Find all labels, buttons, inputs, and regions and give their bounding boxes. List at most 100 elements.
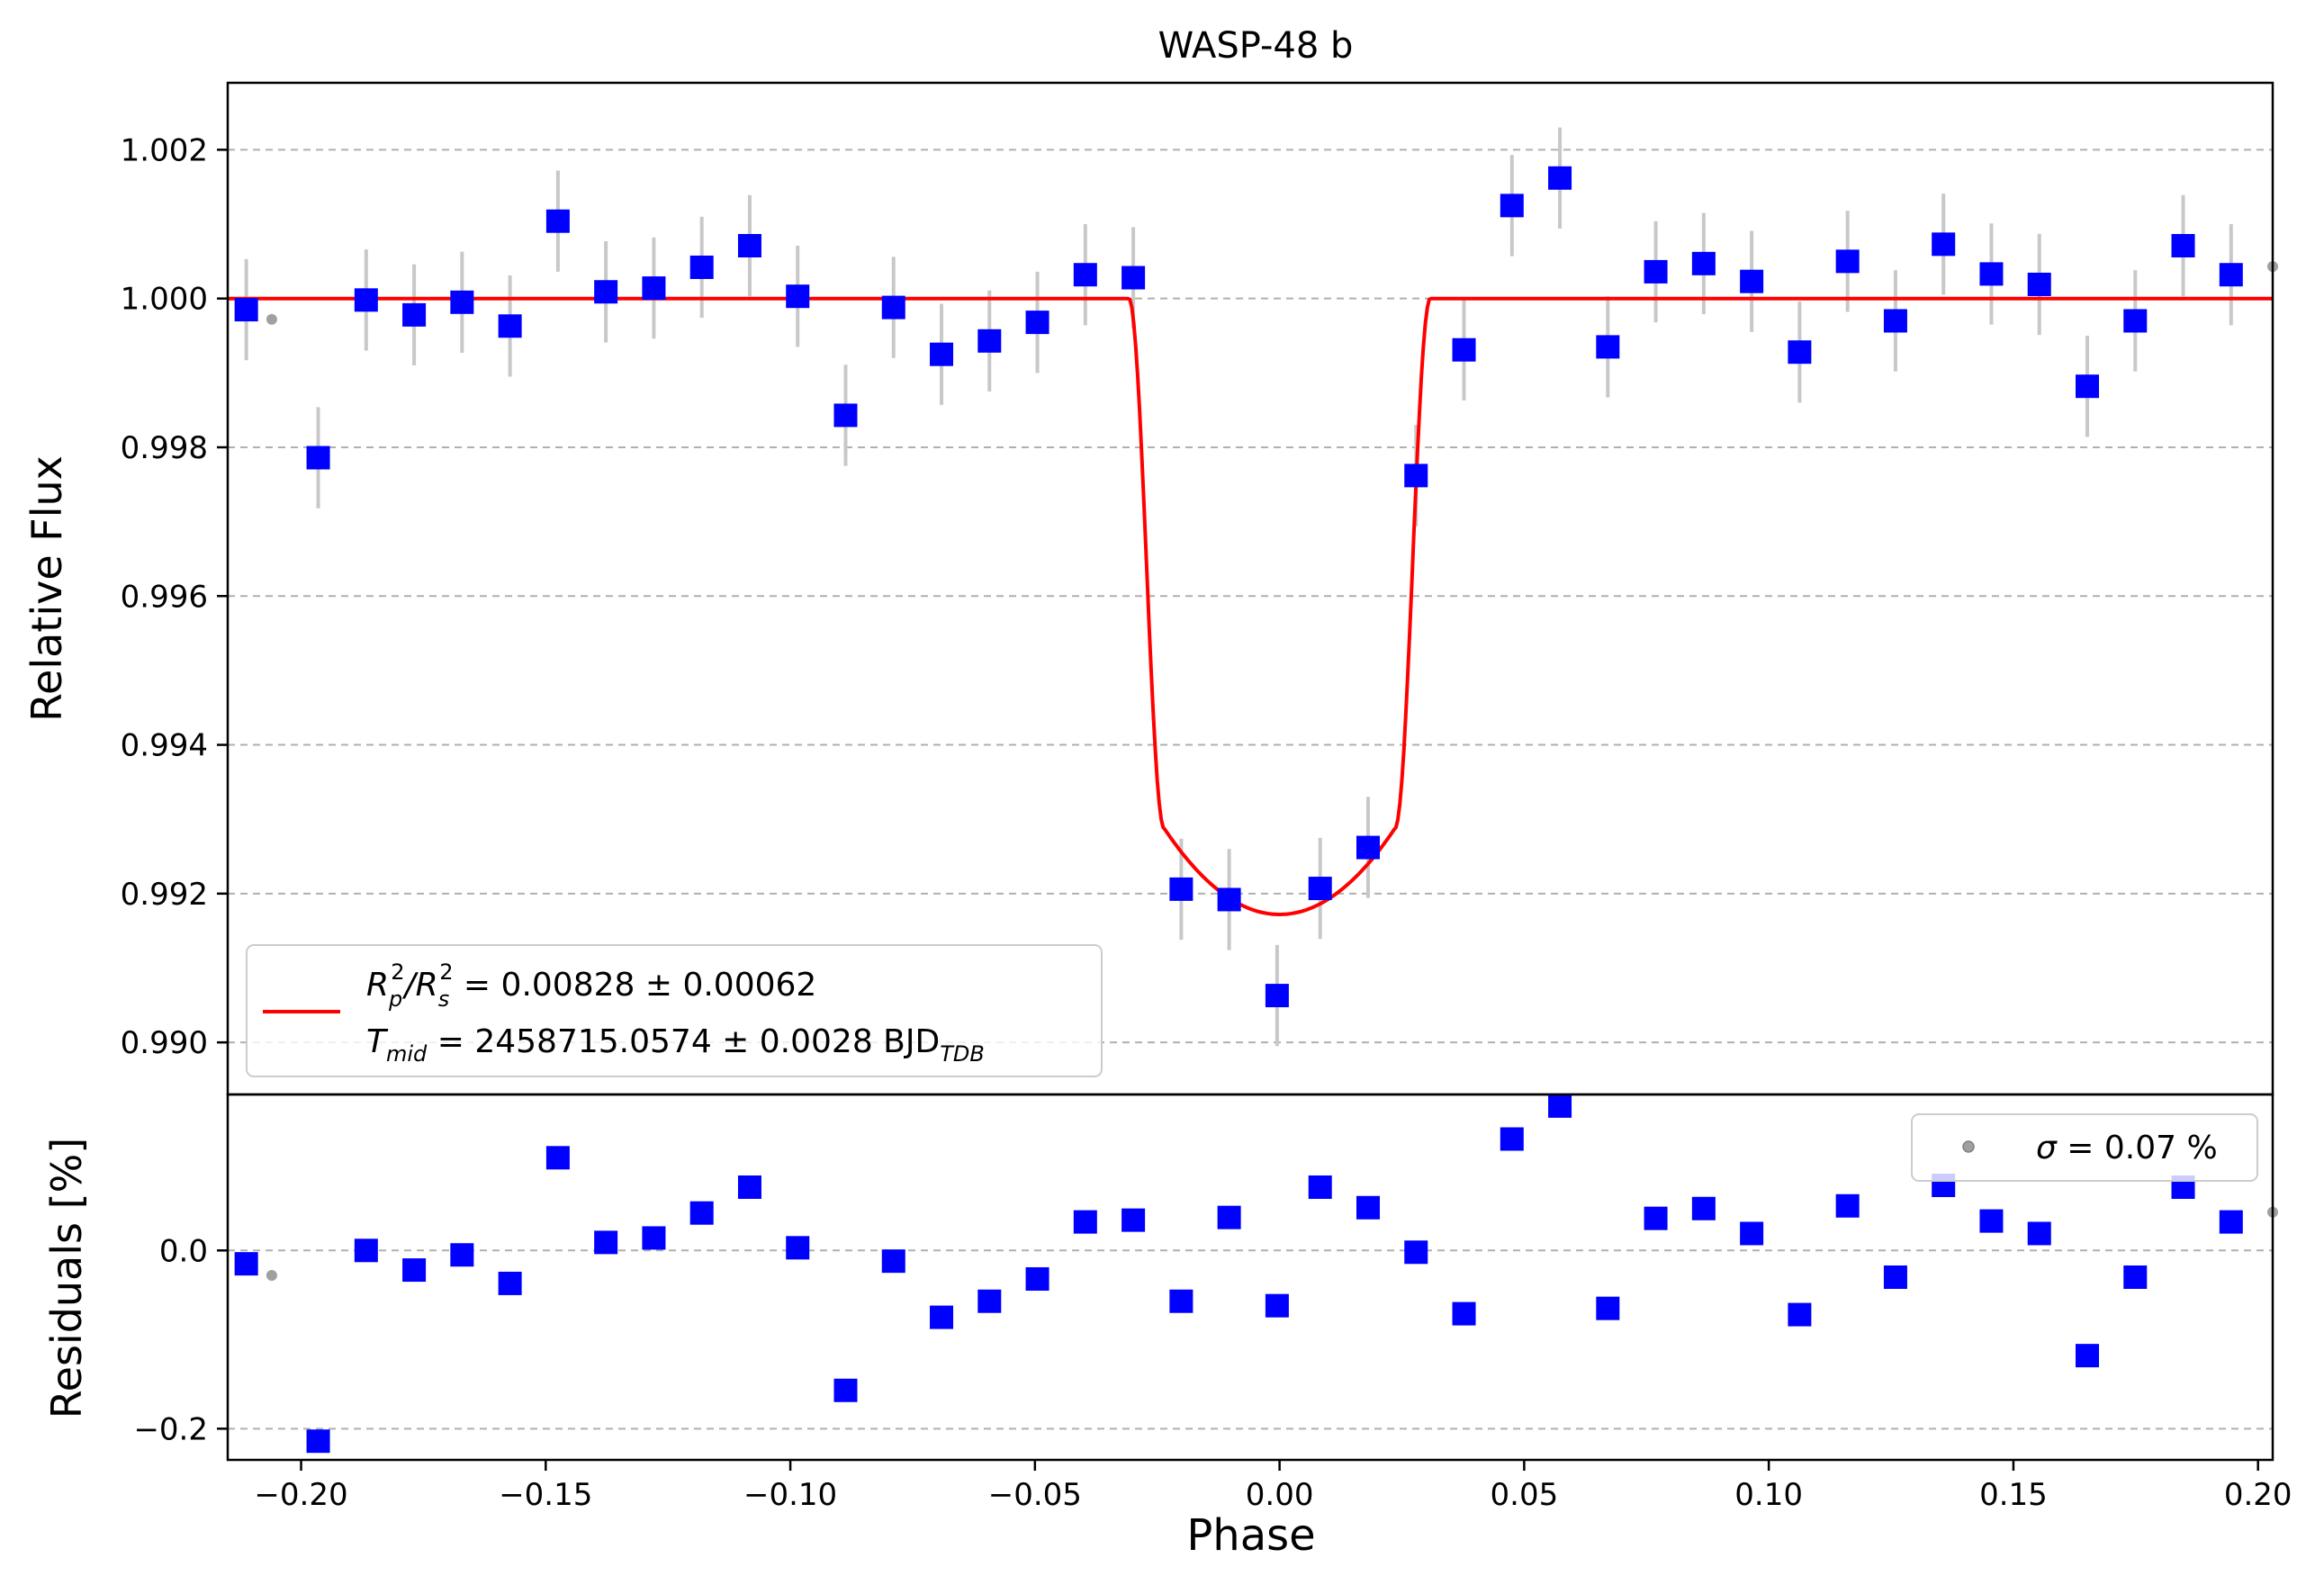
main-legend-box xyxy=(246,944,1103,1077)
binned-residual-point xyxy=(642,1226,666,1250)
main-legend-entry-radius-ratio: Rp2/Rs2 = 0.00828 ± 0.00062 xyxy=(366,959,816,1012)
binned-residual-point xyxy=(1308,1175,1332,1199)
main-y-tick-label: 0.998 xyxy=(121,430,208,466)
residuals-legend: σ = 0.07 % xyxy=(1911,1113,2258,1182)
binned-data-point xyxy=(1121,266,1146,290)
binned-residual-point xyxy=(930,1305,954,1329)
binned-data-point xyxy=(786,284,810,309)
binned-residual-point xyxy=(498,1271,522,1295)
binned-data-point xyxy=(498,314,522,338)
binned-residual-point xyxy=(2075,1344,2099,1368)
model-light-curve xyxy=(228,296,2273,916)
residuals-y-tick-label: −0.2 xyxy=(133,1411,208,1447)
binned-data-point xyxy=(1644,259,1668,284)
binned-data-point xyxy=(545,209,570,233)
binned-data-point xyxy=(1500,194,1524,218)
binned-residual-point xyxy=(594,1230,618,1255)
residuals-y-axis-label: Residuals [%] xyxy=(42,1138,91,1418)
binned-data-point xyxy=(1265,984,1289,1008)
binned-data-point xyxy=(1691,251,1716,275)
binned-data-point xyxy=(450,290,474,314)
main-y-tick-label: 0.992 xyxy=(121,877,208,913)
raw-data-point xyxy=(266,313,277,325)
binned-residual-point xyxy=(1217,1205,1241,1229)
residuals-points xyxy=(234,1094,2278,1454)
binned-data-point xyxy=(2075,374,2099,399)
binned-data-point xyxy=(1169,877,1194,901)
binned-residual-point xyxy=(786,1236,810,1260)
binned-data-point xyxy=(1788,340,1812,365)
binned-residual-point xyxy=(833,1378,858,1402)
main-y-tick-label: 0.990 xyxy=(121,1025,208,1061)
main-legend-entry-t-mid: Tmid = 2458715.0574 ± 0.0028 BJDTDB xyxy=(366,1023,985,1067)
binned-residual-point xyxy=(1835,1193,1860,1218)
binned-residual-point xyxy=(1452,1301,1476,1326)
main-legend: Rp2/Rs2 = 0.00828 ± 0.00062 Tmid = 24587… xyxy=(246,944,1103,1077)
binned-residual-point xyxy=(1596,1296,1620,1320)
binned-data-point xyxy=(1217,887,1241,912)
binned-residual-point xyxy=(1979,1209,2004,1233)
binned-data-point xyxy=(642,276,666,301)
main-y-tick-label: 1.000 xyxy=(121,282,208,318)
binned-residual-point xyxy=(1691,1196,1716,1220)
binned-data-point xyxy=(1356,835,1380,860)
residuals-y-ticks: −0.2 0.0 xyxy=(133,1233,228,1447)
residuals-legend-box xyxy=(1911,1113,2258,1182)
binned-data-point xyxy=(1404,464,1428,488)
binned-residual-point xyxy=(1548,1094,1572,1118)
binned-data-point xyxy=(689,255,714,279)
chart-title: WASP-48 b xyxy=(1158,25,1354,67)
main-y-tick-label: 0.996 xyxy=(121,579,208,615)
binned-data-point xyxy=(737,233,761,257)
binned-data-point xyxy=(833,403,858,428)
binned-data-point xyxy=(354,288,378,312)
x-tick-label: 0.20 xyxy=(2224,1477,2292,1513)
binned-residual-point xyxy=(2219,1210,2243,1234)
binned-data-point xyxy=(1452,338,1476,362)
binned-residual-point xyxy=(2123,1265,2148,1289)
binned-residual-point xyxy=(354,1238,378,1263)
binned-data-point xyxy=(977,329,1002,353)
binned-data-point xyxy=(306,446,330,470)
binned-residual-point xyxy=(977,1289,1002,1313)
x-ticks: −0.20 −0.15 −0.10 −0.05 0.00 0.05 0.10 0.15 0.20 xyxy=(254,1460,2292,1513)
binned-residual-point xyxy=(881,1249,905,1274)
binned-residual-point xyxy=(545,1146,570,1170)
binned-data-point xyxy=(1025,311,1049,335)
residuals-y-tick-label: 0.0 xyxy=(159,1233,208,1269)
x-tick-label: 0.05 xyxy=(1491,1477,1559,1513)
binned-residual-point xyxy=(1404,1240,1428,1265)
binned-data-point xyxy=(402,302,427,327)
binned-residual-point xyxy=(1073,1210,1097,1234)
binned-residual-point xyxy=(1500,1127,1524,1151)
binned-residual-point xyxy=(737,1175,761,1199)
x-tick-label: 0.15 xyxy=(1979,1477,2048,1513)
binned-data-point xyxy=(1073,263,1097,287)
main-y-axis-label: Relative Flux xyxy=(23,455,71,722)
binned-residual-point xyxy=(1644,1206,1668,1230)
binned-data-point xyxy=(1308,877,1332,901)
binned-data-point xyxy=(1596,335,1620,359)
main-y-tick-label: 0.994 xyxy=(121,728,208,764)
main-y-ticks: 0.990 0.992 0.994 0.996 0.998 1.000 1.002 xyxy=(121,132,228,1061)
binned-data-point xyxy=(1740,269,1764,293)
x-tick-label: −0.20 xyxy=(254,1477,347,1513)
binned-data-point xyxy=(2027,272,2051,296)
x-tick-label: −0.15 xyxy=(499,1477,592,1513)
binned-residual-point xyxy=(1883,1265,1907,1289)
binned-data-point xyxy=(594,280,618,304)
binned-data-point xyxy=(2171,233,2195,257)
binned-data-point xyxy=(1979,262,2004,286)
main-y-tick-label: 1.002 xyxy=(121,132,208,168)
main-model xyxy=(228,296,2273,916)
binned-residual-point xyxy=(234,1252,258,1276)
binned-residual-point xyxy=(450,1243,474,1267)
binned-data-point xyxy=(1835,249,1860,274)
binned-residual-point xyxy=(2027,1221,2051,1246)
binned-data-point xyxy=(881,295,905,320)
residuals-legend-entry-sigma: σ = 0.07 % xyxy=(2036,1130,2218,1166)
residuals-grid xyxy=(228,1249,2273,1430)
x-tick-label: −0.05 xyxy=(988,1477,1082,1513)
residuals-plot-frame xyxy=(226,1093,2274,1462)
